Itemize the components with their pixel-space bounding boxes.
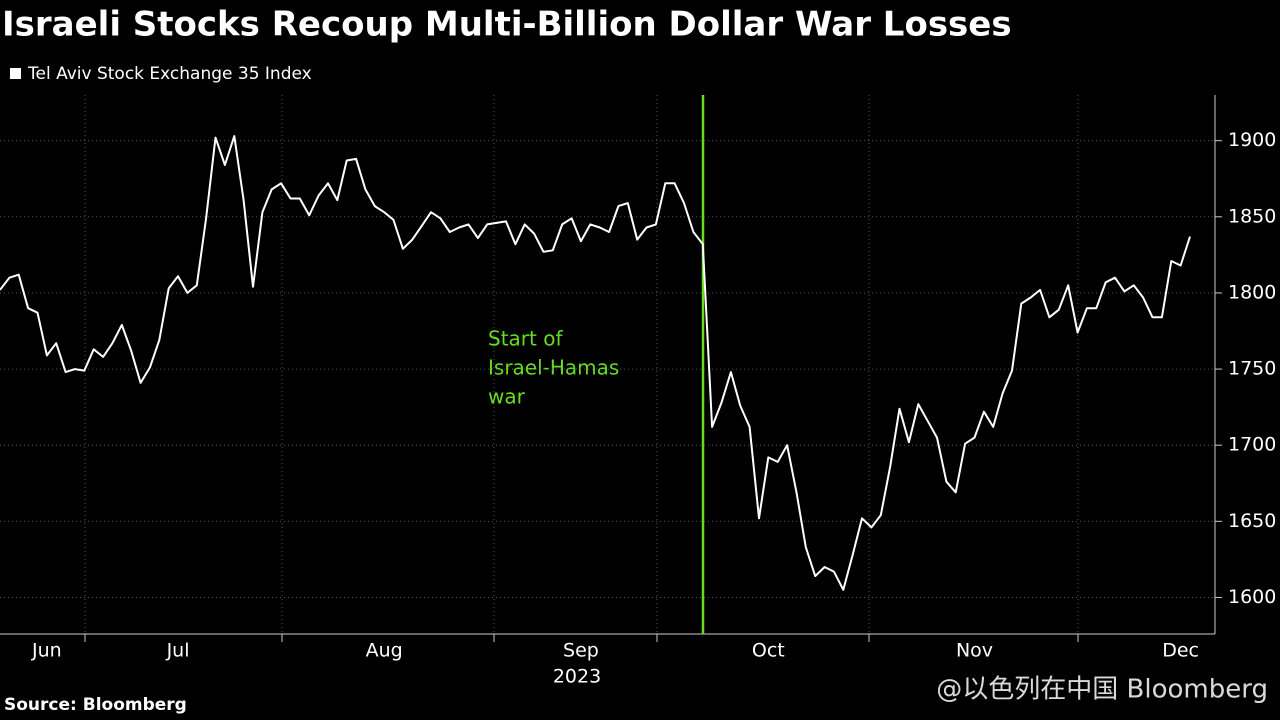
- line-series: [0, 135, 1191, 591]
- y-tick-label: 1900: [1228, 129, 1276, 151]
- annotation-text: war: [488, 385, 526, 409]
- y-tick-label: 1600: [1228, 586, 1276, 608]
- watermark: @以色列在中国 Bloomberg: [936, 675, 1268, 705]
- x-tick-label: Jul: [166, 640, 190, 662]
- x-tick-label: Oct: [752, 640, 785, 662]
- legend-label: Tel Aviv Stock Exchange 35 Index: [27, 64, 312, 84]
- source: Source: Bloomberg: [4, 695, 187, 715]
- annotation: Start of Israel-Hamas war: [488, 327, 619, 409]
- y-tick-label: 1750: [1228, 358, 1276, 380]
- annotation-text: Start of: [488, 327, 563, 351]
- x-tick-label: Aug: [366, 640, 403, 662]
- y-tick-label: 1650: [1228, 510, 1276, 532]
- chart-title: Israeli Stocks Recoup Multi-Billion Doll…: [2, 5, 1012, 45]
- x-tick-label: Sep: [563, 640, 599, 662]
- x-tick-label: Nov: [956, 640, 993, 662]
- x-tick-label: Dec: [1162, 640, 1199, 662]
- y-tick-label: 1800: [1228, 281, 1276, 303]
- x-axis-label: 2023: [553, 666, 601, 688]
- legend-swatch: [10, 68, 21, 79]
- y-tick-label: 1700: [1228, 434, 1276, 456]
- annotation-text: Israel-Hamas: [488, 356, 619, 380]
- x-tick-label: Jun: [31, 640, 62, 662]
- y-tick-label: 1850: [1228, 205, 1276, 227]
